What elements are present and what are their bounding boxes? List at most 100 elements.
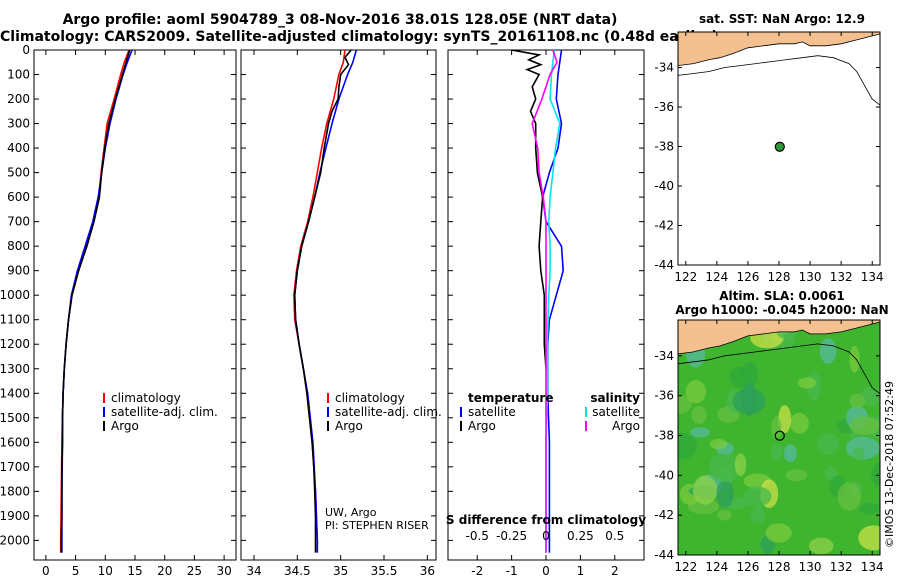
diff-series-t-satellite: [541, 49, 565, 553]
x-tick-label: -2: [471, 564, 483, 578]
map-y-tick-label: -36: [654, 100, 674, 114]
map-y-tick-label: -42: [654, 508, 674, 522]
x-tick-label: 0: [542, 564, 550, 578]
diff-top-tick-label: 0.5: [605, 529, 624, 543]
sla-blob: [716, 479, 734, 508]
map-y-tick-label: -38: [654, 140, 674, 154]
sla-blob: [708, 453, 741, 483]
depth-tick-label: 500: [7, 166, 30, 180]
depth-tick-label: 0: [22, 43, 30, 57]
legend-label: Argo: [612, 419, 640, 433]
legend-label: satellite: [592, 405, 640, 419]
map-sla-depth-contour: [678, 343, 880, 395]
sla-blob: [734, 453, 747, 476]
depth-tick-label: 1800: [0, 484, 30, 498]
x-tick-label: -1: [506, 564, 518, 578]
x-tick-label: 35.5: [371, 564, 398, 578]
sla-blob: [765, 523, 792, 543]
map-sst-depth-contour: [678, 55, 880, 106]
diff-legend-title-temperature: temperature: [468, 391, 553, 405]
sla-blob: [778, 405, 792, 434]
legend-label: satellite-adj. clim.: [335, 405, 442, 419]
map-y-tick-label: -40: [654, 179, 674, 193]
depth-tick-label: 400: [7, 141, 30, 155]
map-x-tick-label: 126: [736, 560, 759, 574]
map-sst: 122 124 126 128 130 132 134 -34 -36 -38 -40 -42 -44: [654, 31, 884, 284]
sst-map-title: sat. SST: NaN Argo: 12.9: [699, 12, 865, 26]
diff-series-s-argo: [531, 49, 558, 553]
x-tick-label: 34.5: [284, 564, 311, 578]
sla-blob: [849, 345, 860, 373]
depth-tick-label: 1300: [0, 362, 30, 376]
depth-tick-label: 1100: [0, 313, 30, 327]
x-tick-label: 0: [42, 564, 50, 578]
sla-blob: [693, 475, 718, 505]
imos-watermark: ©IMOS 13-Dec-2018 07:52:49: [883, 381, 896, 548]
sla-blob: [750, 506, 766, 524]
figure-title-line1: Argo profile: aoml 5904789_3 08-Nov-2016…: [62, 12, 618, 28]
depth-tick-label: 900: [7, 264, 30, 278]
depth-tick-label: 200: [7, 92, 30, 106]
sla-blob: [858, 525, 880, 551]
map-x-tick-label: 134: [861, 270, 884, 284]
pi-annotation: PI: STEPHEN RISER: [325, 519, 429, 532]
depth-tick-label: 1600: [0, 435, 30, 449]
sla-blob: [849, 416, 880, 436]
x-tick-label: 30: [216, 564, 231, 578]
x-tick-label: 10: [98, 564, 113, 578]
sla-blob: [849, 393, 866, 409]
depth-tick-label: 1500: [0, 411, 30, 425]
temperature-frame: [33, 49, 237, 561]
salinity-frame: [240, 49, 437, 561]
depth-tick-label: 2000: [0, 533, 30, 547]
temperature-series-argo: [60, 49, 131, 553]
map-y-tick-label: -44: [654, 258, 674, 272]
legend-label: Argo: [468, 419, 496, 433]
map-y-tick-label: -38: [654, 429, 674, 443]
sla-map-title-line1: Altim. SLA: 0.0061: [719, 289, 845, 303]
sla-blob: [852, 446, 865, 461]
map-x-tick-label: 128: [768, 560, 791, 574]
depth-tick-label: 700: [7, 215, 30, 229]
diff-top-tick-label: -0.5: [466, 529, 489, 543]
pi-annotation: UW, Argo: [325, 506, 377, 519]
depth-tick-label: 1000: [0, 288, 30, 302]
map-sla: 122 124 126 128 130 132 134 -34 -36 -38 -40 -42 -44: [654, 319, 884, 574]
sla-blob: [837, 482, 862, 511]
legend-label: climatology: [111, 391, 181, 405]
x-tick-label: 36: [420, 564, 435, 578]
figure-title-line2: Climatology: CARS2009. Satellite-adjuste…: [0, 29, 718, 45]
sla-blob: [808, 537, 834, 555]
sla-map-title-line2: Argo h1000: -0.045 h2000: NaN: [675, 303, 889, 317]
x-tick-label: 35: [333, 564, 348, 578]
sla-blob: [691, 406, 707, 425]
map-sla-ocean: [678, 320, 880, 555]
sla-blob: [732, 388, 766, 415]
sla-blob: [871, 463, 880, 487]
x-tick-label: 1: [577, 564, 585, 578]
sla-blob: [797, 377, 817, 389]
depth-tick-label: 300: [7, 117, 30, 131]
map-x-tick-label: 128: [768, 270, 791, 284]
map-x-tick-label: 132: [830, 560, 853, 574]
sla-blob: [785, 469, 808, 482]
map-x-tick-label: 132: [830, 270, 853, 284]
sla-blob: [860, 386, 880, 407]
sla-blob: [859, 502, 880, 515]
map-x-tick-label: 122: [674, 270, 697, 284]
x-tick-label: 34: [246, 564, 261, 578]
sla-blob: [783, 444, 797, 463]
x-tick-label: 2: [611, 564, 619, 578]
sla-blob: [678, 432, 698, 460]
map-x-tick-label: 130: [799, 560, 822, 574]
x-tick-label: 25: [187, 564, 202, 578]
sla-blob: [717, 509, 732, 521]
diff-top-tick-label: -0.25: [496, 529, 527, 543]
depth-tick-label: 1200: [0, 337, 30, 351]
map-x-tick-label: 126: [736, 270, 759, 284]
map-x-tick-label: 124: [705, 560, 728, 574]
legend-label: satellite: [468, 405, 516, 419]
diff-top-tick-label: 0: [542, 529, 550, 543]
